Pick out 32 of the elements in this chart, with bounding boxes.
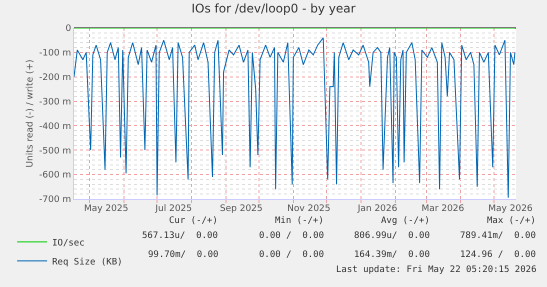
x-tick-label: Mar 2026 bbox=[422, 204, 465, 214]
y-tick-label: -300 m bbox=[39, 97, 72, 108]
text: 99.70m/ 0.00 bbox=[148, 250, 218, 260]
text: 789.41m/ 0.00 bbox=[460, 231, 536, 241]
text: Min (-/+) bbox=[275, 216, 324, 226]
chart-title: IOs for /dev/loop0 - by year bbox=[191, 2, 356, 16]
legend-label: IO/sec bbox=[52, 238, 85, 248]
x-tick-label: Nov 2025 bbox=[287, 204, 331, 214]
y-tick-label: -200 m bbox=[39, 73, 72, 84]
y-tick-label: -100 m bbox=[39, 48, 72, 59]
text: 124.96 / 0.00 bbox=[460, 250, 536, 260]
legend-label: Req Size (KB) bbox=[52, 257, 123, 268]
x-tick-label: Sep 2025 bbox=[220, 204, 263, 214]
text: 164.39m/ 0.00 bbox=[354, 250, 430, 260]
y-tick-label: -700 m bbox=[39, 195, 72, 206]
text: 806.99u/ 0.00 bbox=[354, 231, 430, 241]
y-tick-label: -600 m bbox=[39, 170, 72, 181]
text: 567.13u/ 0.00 bbox=[142, 231, 218, 241]
x-tick-label: Jan 2026 bbox=[356, 204, 398, 214]
text: 0.00 / 0.00 bbox=[259, 250, 324, 260]
text: Cur (-/+) bbox=[169, 216, 218, 226]
y-tick-label: 0 bbox=[65, 24, 72, 34]
text: Max (-/+) bbox=[487, 216, 536, 226]
x-tick-label: May 2026 bbox=[488, 204, 533, 214]
x-tick-label: Jul 2025 bbox=[154, 204, 192, 214]
text: Last update: Fri May 22 05:20:15 2026 bbox=[336, 265, 536, 275]
y-tick-label: -400 m bbox=[39, 122, 72, 132]
y-axis-title: Units read (-) / write (+) bbox=[25, 59, 36, 168]
y-tick-label: -500 m bbox=[39, 146, 72, 156]
text: Avg (-/+) bbox=[381, 216, 430, 226]
text: 0.00 / 0.00 bbox=[259, 231, 324, 241]
x-tick-label: May 2025 bbox=[84, 204, 128, 214]
